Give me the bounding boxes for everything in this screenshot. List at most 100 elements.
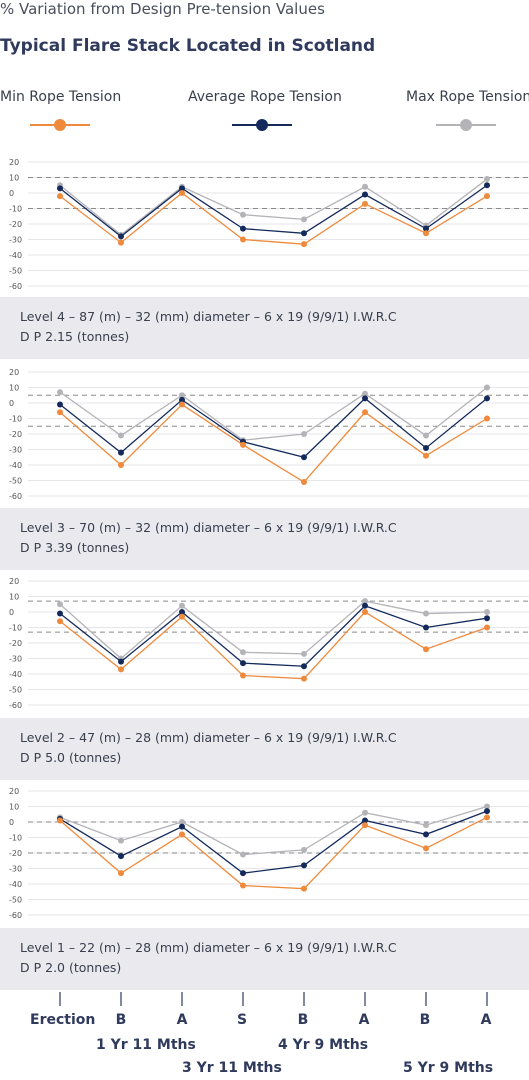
point-avg <box>362 395 368 402</box>
series-line-avg <box>59 810 488 874</box>
chart-panel-level-3: 20 10 0 -10 -20 -30 -40 -50 -60 <box>9 368 529 501</box>
point-avg <box>484 615 490 622</box>
point-avg <box>118 853 124 860</box>
y-tick-label: -30 <box>9 655 22 664</box>
point-max <box>240 851 246 858</box>
point-avg <box>240 660 246 667</box>
y-tick-label: 10 <box>9 174 19 183</box>
point-avg <box>301 230 307 237</box>
point-min <box>362 200 368 207</box>
x-tick-label-7: A <box>480 1012 492 1028</box>
legend-marker-max <box>460 119 472 131</box>
y-tick-label: -40 <box>9 461 22 470</box>
point-avg <box>179 396 185 403</box>
point-min <box>423 452 429 459</box>
series-line-max <box>59 600 488 660</box>
caption-level-4-line2: D P 2.15 (tonnes) <box>20 329 130 344</box>
x-tick-label-2: A <box>176 1012 188 1028</box>
series-line-min <box>59 403 488 483</box>
point-avg <box>484 808 490 815</box>
chart-supertitle: % Variation from Design Pre-tension Valu… <box>0 0 325 18</box>
legend-marker-min <box>54 119 66 131</box>
point-max <box>301 431 307 437</box>
point-min <box>423 646 429 653</box>
point-min <box>57 193 63 200</box>
y-tick-label: -60 <box>9 282 22 291</box>
point-avg <box>423 831 429 838</box>
point-avg <box>301 454 307 461</box>
y-tick-label: -50 <box>9 686 22 695</box>
y-tick-label: -30 <box>9 446 22 455</box>
series-line-min <box>59 816 488 890</box>
y-tick-label: 20 <box>9 368 19 377</box>
point-avg <box>118 233 124 240</box>
y-tick-label: 0 <box>9 189 14 198</box>
series-line-max <box>59 178 488 236</box>
point-max <box>423 432 429 439</box>
point-min <box>301 885 307 892</box>
point-max <box>301 846 307 853</box>
point-avg <box>301 862 307 869</box>
chart-title: Typical Flare Stack Located in Scotland <box>0 36 376 56</box>
y-tick-label: -10 <box>9 624 22 633</box>
caption-level-3: Level 3 – 70 (m) – 32 (mm) diameter – 6 … <box>0 508 529 570</box>
series-line-min <box>59 192 488 245</box>
point-avg <box>362 817 368 824</box>
point-min <box>362 609 368 615</box>
point-min <box>423 230 429 237</box>
y-tick-label: 20 <box>9 158 19 167</box>
caption-level-3-line2: D P 3.39 (tonnes) <box>20 540 130 555</box>
point-avg <box>118 449 124 456</box>
point-avg <box>179 609 185 615</box>
caption-level-2-line2: D P 5.0 (tonnes) <box>20 750 122 765</box>
point-min <box>118 666 124 673</box>
point-avg <box>484 395 490 402</box>
point-min <box>118 239 124 246</box>
point-min <box>423 845 429 852</box>
point-max <box>57 389 63 396</box>
point-avg <box>362 191 368 198</box>
y-tick-label: 20 <box>9 577 19 586</box>
x-tick-label-4: B <box>297 1012 309 1028</box>
point-min <box>179 831 185 838</box>
y-tick-label: -10 <box>9 415 22 424</box>
point-avg <box>362 602 368 609</box>
point-max <box>484 176 490 183</box>
point-min <box>179 613 185 620</box>
y-tick-label: 0 <box>9 608 14 617</box>
y-tick-label: 0 <box>9 818 14 827</box>
y-tick-label: 10 <box>9 593 19 602</box>
x-group-label-0: 1 Yr 11 Mths <box>96 1037 196 1053</box>
caption-level-3-line1: Level 3 – 70 (m) – 32 (mm) diameter – 6 … <box>20 520 397 535</box>
point-min <box>301 675 307 682</box>
point-max <box>423 610 429 617</box>
point-min <box>179 401 185 408</box>
y-tick-label: 0 <box>9 399 14 408</box>
series-line-min <box>59 611 488 680</box>
point-max <box>362 809 368 816</box>
y-tick-label: -20 <box>9 639 22 648</box>
point-max <box>240 649 246 656</box>
point-min <box>484 193 490 200</box>
legend-label-min: Min Rope Tension <box>0 89 122 105</box>
caption-level-2: Level 2 – 47 (m) – 28 (mm) diameter – 6 … <box>0 718 529 780</box>
point-max <box>179 602 185 609</box>
point-avg <box>240 870 246 877</box>
point-avg <box>57 610 63 617</box>
x-tick-label-3: S <box>236 1012 248 1028</box>
point-avg <box>57 401 63 408</box>
point-min <box>240 882 246 889</box>
chart-panel-level-2: 20 10 0 -10 -20 -30 -40 -50 -60 <box>9 577 529 710</box>
y-tick-label: -30 <box>9 865 22 874</box>
point-avg <box>423 225 429 232</box>
x-group-label-2: 4 Yr 9 Mths <box>278 1037 369 1053</box>
point-avg <box>423 444 429 451</box>
series-line-max <box>59 386 488 441</box>
point-max <box>362 183 368 190</box>
series-line-avg <box>59 397 488 458</box>
y-tick-label: -40 <box>9 880 22 889</box>
point-min <box>57 409 63 416</box>
caption-level-1-line1: Level 1 – 22 (m) – 28 (mm) diameter – 6 … <box>20 940 397 955</box>
point-avg <box>57 185 63 192</box>
y-tick-label: -10 <box>9 834 22 843</box>
